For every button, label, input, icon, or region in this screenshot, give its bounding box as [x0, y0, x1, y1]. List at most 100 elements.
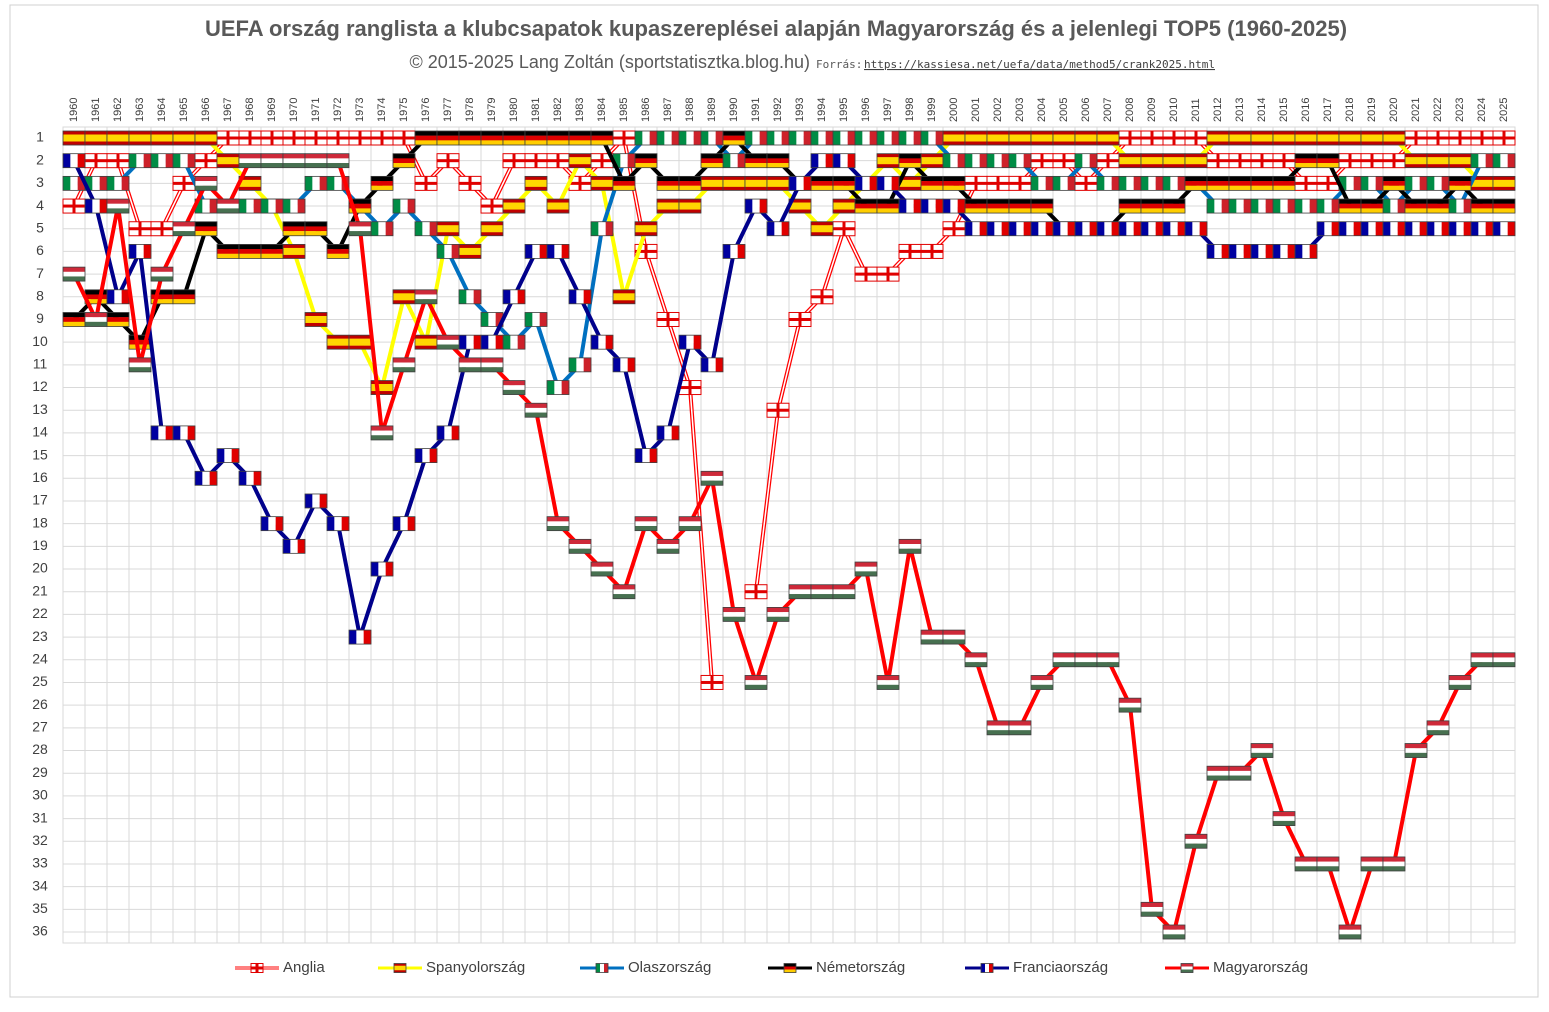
flag-stripe [1243, 199, 1252, 214]
flag-stripe [187, 425, 196, 440]
flag-cross [1194, 131, 1198, 145]
flag-stripe [935, 199, 944, 214]
flag-stripe [195, 221, 217, 227]
flag-stripe [1331, 199, 1340, 214]
flag-stripe [495, 335, 504, 350]
legend-marker [1180, 963, 1194, 973]
x-tick-label: 1976 [420, 98, 432, 122]
y-tick-label: 5 [36, 219, 44, 235]
flag-stripe [349, 231, 371, 236]
x-tick-label: 1964 [156, 98, 168, 122]
flag-stripe [921, 181, 943, 186]
flag-stripe [877, 199, 899, 204]
flag-border [678, 175, 702, 191]
x-tick-label: 1982 [552, 98, 564, 122]
flag-stripe [1412, 176, 1420, 191]
flag-stripe [136, 244, 144, 259]
y-tick-label: 8 [36, 288, 44, 304]
flag-stripe [459, 335, 467, 350]
flag-marker [1118, 175, 1142, 191]
flag-stripe [532, 244, 540, 259]
flag-marker [766, 607, 790, 622]
flag-stripe [855, 176, 863, 191]
flag-stripe [1339, 925, 1361, 930]
flag-stripe [935, 131, 944, 145]
flag-stripe [613, 185, 635, 191]
flag-stripe [745, 675, 767, 681]
flag-stripe [114, 289, 122, 304]
flag-stripe [884, 176, 892, 191]
flag-stripe [1485, 221, 1494, 236]
flag-stripe [1163, 164, 1185, 168]
flag-stripe [437, 135, 459, 141]
flag-marker [524, 312, 548, 327]
flag-stripe [525, 244, 533, 259]
flag-cross [1370, 153, 1374, 168]
flag-stripe [437, 335, 459, 341]
flag-stripe [393, 199, 401, 214]
flag-stripe [1009, 203, 1031, 209]
flag-stripe [1397, 199, 1406, 214]
flag-stripe [1405, 221, 1413, 236]
flag-stripe [305, 153, 327, 159]
y-tick-label: 34 [32, 877, 48, 893]
flag-marker [1008, 153, 1032, 169]
flag-stripe [239, 153, 261, 159]
flag-stripe [1031, 680, 1053, 685]
flag-stripe [371, 425, 393, 431]
y-tick-label: 29 [32, 764, 48, 780]
flag-stripe [943, 141, 965, 146]
flag-stripe [1309, 244, 1318, 259]
flag-marker [106, 130, 130, 146]
flag-marker [1492, 221, 1516, 237]
flag-stripe [1119, 702, 1141, 708]
flag-stripe [319, 176, 328, 191]
flag-border [942, 629, 966, 645]
flag-stripe [1507, 221, 1516, 236]
flag-stripe [965, 153, 973, 168]
flag-marker [612, 130, 636, 146]
flag-marker [1228, 765, 1252, 781]
x-tick-label: 2005 [1058, 98, 1070, 122]
flag-marker [326, 244, 350, 259]
flag-stripe [635, 221, 657, 226]
flag-stripe [767, 158, 789, 164]
flag-stripe [1009, 141, 1031, 146]
flag-stripe [1075, 138, 1097, 142]
x-tick-label: 2015 [1278, 98, 1290, 122]
flag-stripe [1390, 221, 1398, 236]
flag-marker [920, 130, 944, 146]
flag-marker [1096, 153, 1120, 169]
flag-stripe [1427, 208, 1449, 214]
flag-stripe [1287, 244, 1296, 259]
flag-stripe [1163, 925, 1185, 930]
flag-cross [468, 176, 472, 191]
flag-marker [656, 130, 680, 146]
flag-stripe [107, 176, 115, 191]
flag-stripe [1031, 208, 1053, 214]
flag-stripe [987, 208, 1009, 214]
flag-stripe [554, 244, 562, 259]
flag-marker [1140, 198, 1164, 214]
flag-marker [832, 198, 856, 214]
flag-stripe [796, 131, 804, 145]
flag-marker [1008, 198, 1032, 214]
flag-stripe [730, 153, 738, 168]
flag-stripe [1405, 153, 1427, 158]
flag-stripe [811, 584, 833, 590]
flag-stripe [1141, 153, 1163, 158]
flag-stripe [833, 584, 855, 590]
flag-stripe [1317, 861, 1339, 867]
flag-marker [1140, 901, 1164, 917]
flag-marker [876, 175, 900, 191]
flag-marker [612, 357, 636, 373]
flag-stripe [1405, 203, 1427, 209]
flag-stripe [825, 131, 834, 145]
flag-marker [1294, 198, 1318, 214]
flag-marker [238, 153, 262, 169]
flag-stripe [833, 176, 855, 182]
flag-marker [1118, 130, 1142, 146]
flag-stripe [1485, 153, 1494, 168]
flag-stripe [1449, 157, 1471, 161]
flag-stripe [965, 657, 987, 663]
